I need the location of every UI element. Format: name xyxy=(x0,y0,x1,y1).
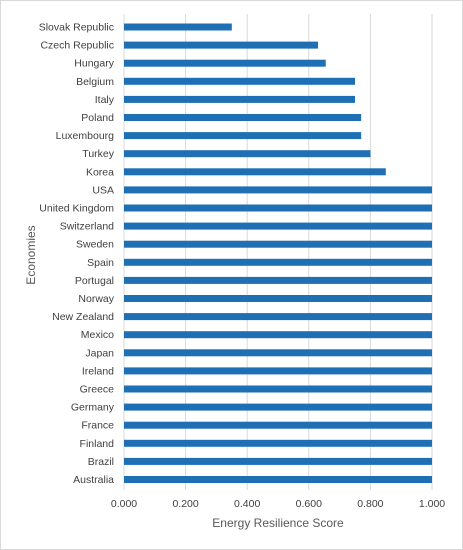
bar xyxy=(124,114,362,121)
category-label: Hungary xyxy=(74,58,114,70)
x-tick-label: 0.600 xyxy=(296,498,322,510)
bar xyxy=(124,240,432,248)
category-label: Luxembourg xyxy=(56,130,115,142)
x-axis-title: Energy Resilience Score xyxy=(212,516,344,530)
bar xyxy=(124,222,432,230)
category-label: United Kingdom xyxy=(39,203,114,215)
bar xyxy=(124,349,432,357)
bar xyxy=(124,439,432,447)
category-label: Japan xyxy=(85,347,114,359)
category-label: Korea xyxy=(86,166,114,178)
category-label: Finland xyxy=(80,438,115,450)
bar xyxy=(124,258,432,266)
x-tick-label: 0.200 xyxy=(172,498,198,510)
bar xyxy=(124,59,326,67)
bar xyxy=(124,132,362,140)
bar xyxy=(124,204,432,212)
x-tick-label: 0.800 xyxy=(357,498,383,510)
bar xyxy=(124,403,432,411)
bar xyxy=(124,421,432,429)
x-tick-label: 0.400 xyxy=(234,498,260,510)
category-label: Australia xyxy=(73,474,114,486)
category-label: Switzerland xyxy=(60,221,114,233)
bar xyxy=(124,457,432,465)
x-tick-label: 1.000 xyxy=(419,498,445,510)
gridlines xyxy=(123,14,433,490)
x-tick-labels: 0.000 0.200 0.400 0.600 0.800 1.000 xyxy=(111,498,445,510)
bar xyxy=(124,150,371,158)
category-label: Sweden xyxy=(76,239,114,251)
category-label: Mexico xyxy=(81,329,114,341)
bars xyxy=(124,23,432,483)
bar xyxy=(124,77,355,85)
bar xyxy=(124,276,432,284)
category-label: Poland xyxy=(81,112,114,124)
category-label: Slovak Republic xyxy=(39,22,114,34)
bar xyxy=(124,23,232,31)
bar xyxy=(124,186,432,194)
bar xyxy=(124,331,432,339)
bar xyxy=(124,295,432,302)
bar xyxy=(124,367,432,375)
category-label: Italy xyxy=(95,94,115,106)
y-axis-title: Economies xyxy=(24,225,38,284)
category-label: Belgium xyxy=(76,76,114,88)
bar xyxy=(124,168,386,176)
category-label: Brazil xyxy=(88,456,114,468)
bar xyxy=(124,476,432,483)
x-tick-label: 0.000 xyxy=(111,498,137,510)
category-label: New Zealand xyxy=(52,311,114,323)
category-label: Greece xyxy=(80,384,115,396)
category-label: France xyxy=(81,420,114,432)
category-label: Norway xyxy=(78,293,114,305)
bar xyxy=(124,41,319,49)
bar xyxy=(124,95,355,103)
bar xyxy=(124,385,432,393)
category-labels: Slovak Republic Czech Republic Hungary Belg… xyxy=(39,22,115,487)
category-label: Portugal xyxy=(75,275,114,287)
category-label: Czech Republic xyxy=(40,40,114,52)
category-label: Germany xyxy=(71,402,115,414)
category-label: Turkey xyxy=(82,148,114,160)
bar xyxy=(124,313,432,321)
category-label: USA xyxy=(92,184,114,196)
category-label: Spain xyxy=(87,257,114,269)
category-label: Ireland xyxy=(82,365,114,377)
